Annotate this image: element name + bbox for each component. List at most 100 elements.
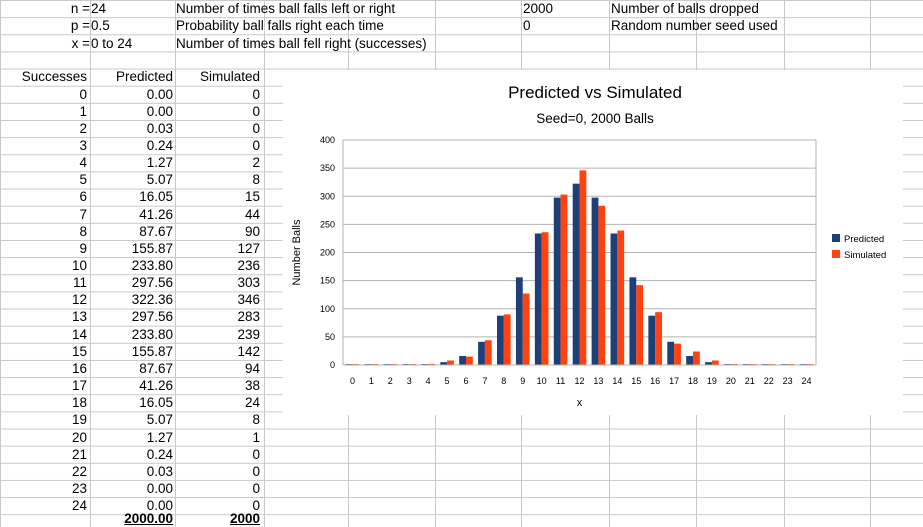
cell-simulated[interactable]: 8 [252, 412, 260, 428]
cell-predicted[interactable]: 0.03 [146, 120, 173, 136]
cell-successes[interactable]: 12 [71, 292, 87, 308]
cell-predicted[interactable]: 41.26 [139, 206, 173, 222]
param-x-value[interactable]: 0 to 24 [91, 36, 133, 51]
seed-value[interactable]: 0 [523, 18, 531, 33]
cell-simulated[interactable]: 90 [244, 223, 260, 239]
cell-successes[interactable]: 15 [71, 343, 87, 359]
total-simulated[interactable]: 2000 [229, 511, 260, 526]
cell-successes[interactable]: 21 [71, 446, 87, 462]
cell-predicted[interactable]: 0.00 [146, 86, 173, 102]
cell-predicted[interactable]: 322.36 [131, 292, 173, 308]
chart-predicted-vs-simulated[interactable]: Predicted vs Simulated Seed=0, 2000 Balls… [283, 70, 903, 415]
cell-predicted[interactable]: 87.67 [139, 360, 173, 376]
cell-successes[interactable]: 10 [71, 258, 87, 273]
param-n-label[interactable]: n = [70, 1, 90, 16]
cell-successes[interactable]: 18 [71, 395, 87, 411]
cell-simulated[interactable]: 303 [237, 275, 260, 291]
cell-successes[interactable]: 3 [79, 137, 87, 153]
cell-predicted[interactable]: 0.24 [146, 137, 173, 153]
cell-successes[interactable]: 19 [71, 412, 87, 428]
cell-successes[interactable]: 8 [79, 223, 87, 239]
cell-successes[interactable]: 11 [72, 275, 87, 291]
cell-simulated[interactable]: 239 [237, 326, 260, 342]
cell-successes[interactable]: 17 [71, 378, 87, 394]
balls-dropped-description[interactable]: Number of balls dropped [611, 1, 759, 16]
cell-predicted[interactable]: 0.24 [146, 446, 173, 462]
cell-predicted[interactable]: 16.05 [139, 395, 173, 411]
cell-successes[interactable]: 16 [71, 360, 87, 376]
cell-predicted[interactable]: 41.26 [139, 378, 173, 394]
cell-predicted[interactable]: 233.80 [131, 326, 173, 342]
cell-successes[interactable]: 14 [71, 326, 87, 342]
cell-successes[interactable]: 23 [71, 480, 87, 496]
cell-simulated[interactable]: 0 [252, 120, 260, 136]
cell-predicted[interactable]: 297.56 [131, 275, 173, 291]
cell-simulated[interactable]: 142 [237, 343, 260, 359]
param-n-description[interactable]: Number of times ball falls left or right [176, 1, 396, 16]
cell-simulated[interactable]: 1 [252, 429, 260, 445]
cell-predicted[interactable]: 0.03 [146, 463, 173, 479]
cell-successes[interactable]: 7 [79, 206, 87, 222]
seed-description[interactable]: Random number seed used [611, 18, 778, 33]
cell-successes[interactable]: 6 [79, 189, 87, 205]
cell-simulated[interactable]: 0 [252, 446, 260, 462]
cell-simulated[interactable]: 0 [252, 480, 260, 496]
cell-simulated[interactable]: 15 [244, 189, 260, 205]
cell-successes[interactable]: 9 [79, 240, 87, 256]
param-n-value[interactable]: 24 [91, 1, 107, 16]
bar-predicted-15 [629, 277, 637, 365]
cell-simulated[interactable]: 0 [252, 498, 260, 514]
cell-simulated[interactable]: 2 [252, 155, 260, 171]
cell-simulated[interactable]: 44 [244, 206, 260, 222]
cell-successes[interactable]: 0 [79, 86, 87, 102]
cell-predicted[interactable]: 5.07 [146, 172, 173, 188]
cell-successes[interactable]: 13 [71, 309, 87, 325]
cell-simulated[interactable]: 0 [252, 86, 260, 102]
cell-simulated[interactable]: 24 [244, 395, 260, 411]
legend-swatch-simulated [832, 250, 840, 258]
cell-simulated[interactable]: 94 [244, 360, 260, 376]
cell-successes[interactable]: 20 [71, 429, 87, 445]
cell-simulated[interactable]: 346 [237, 292, 260, 308]
y-tick-label: 150 [320, 276, 335, 286]
header-simulated[interactable]: Simulated [199, 69, 260, 84]
cell-successes[interactable]: 1 [79, 103, 87, 119]
cell-successes[interactable]: 4 [79, 155, 87, 171]
cell-predicted[interactable]: 0.00 [146, 480, 173, 496]
cell-successes[interactable]: 2 [79, 120, 87, 136]
cell-simulated[interactable]: 0 [252, 463, 260, 479]
cell-predicted[interactable]: 5.07 [146, 412, 173, 428]
cell-simulated[interactable]: 127 [237, 240, 260, 256]
cell-successes[interactable]: 22 [71, 463, 87, 479]
param-x-description[interactable]: Number of times ball fell right (success… [176, 36, 427, 51]
cell-simulated[interactable]: 8 [252, 172, 260, 188]
cell-simulated[interactable]: 0 [252, 103, 260, 119]
cell-simulated[interactable]: 283 [237, 309, 260, 325]
y-tick-label: 350 [320, 163, 335, 173]
cell-successes[interactable]: 24 [71, 498, 87, 514]
header-predicted[interactable]: Predicted [115, 69, 173, 84]
param-p-value[interactable]: 0.5 [91, 18, 110, 33]
param-x-label[interactable]: x = [71, 36, 90, 51]
x-tick-label: 3 [407, 376, 412, 386]
total-predicted[interactable]: 2000.00 [124, 511, 173, 526]
param-p-description[interactable]: Probability ball falls right each time [176, 18, 384, 33]
cell-successes[interactable]: 5 [79, 172, 87, 188]
cell-predicted[interactable]: 297.56 [131, 309, 173, 325]
cell-predicted[interactable]: 155.87 [131, 240, 173, 256]
cell-simulated[interactable]: 236 [237, 258, 260, 273]
cell-predicted[interactable]: 1.27 [146, 155, 173, 171]
x-tick-label: 19 [707, 376, 717, 386]
cell-simulated[interactable]: 38 [244, 378, 260, 394]
cell-predicted[interactable]: 87.67 [139, 223, 173, 239]
header-successes[interactable]: Successes [21, 69, 87, 84]
cell-predicted[interactable]: 0.00 [146, 498, 173, 514]
cell-simulated[interactable]: 0 [252, 137, 260, 153]
param-p-label[interactable]: p = [70, 18, 90, 33]
cell-predicted[interactable]: 233.80 [131, 258, 173, 273]
cell-predicted[interactable]: 0.00 [146, 103, 173, 119]
cell-predicted[interactable]: 1.27 [146, 429, 173, 445]
cell-predicted[interactable]: 16.05 [139, 189, 173, 205]
cell-predicted[interactable]: 155.87 [131, 343, 173, 359]
balls-dropped-value[interactable]: 2000 [523, 1, 554, 16]
